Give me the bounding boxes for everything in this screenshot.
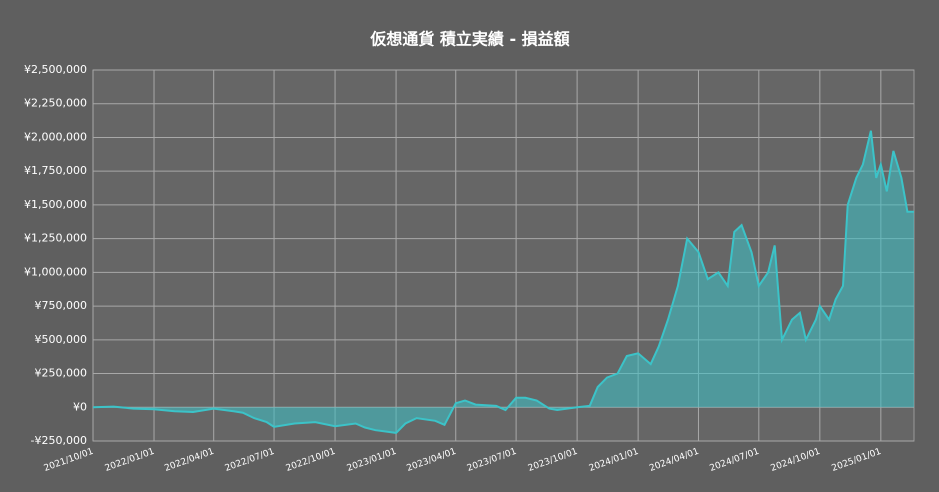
- area-line: [92, 130, 914, 434]
- x-tick-label: 2022/07/01: [224, 447, 276, 474]
- x-tick-label: 2024/04/01: [648, 447, 700, 474]
- y-tick-label: ¥250,000: [35, 367, 88, 380]
- x-tick-label: 2022/01/01: [104, 447, 156, 474]
- x-tick-label: 2023/01/01: [346, 447, 398, 474]
- y-tick-label: ¥1,500,000: [24, 198, 87, 211]
- chart-title: 仮想通貨 積立実績 - 損益額: [369, 30, 569, 49]
- x-tick-label: 2024/01/01: [588, 447, 640, 474]
- y-tick-label: ¥1,750,000: [24, 164, 87, 177]
- area-fill: [93, 130, 914, 433]
- y-tick-label: -¥250,000: [31, 434, 87, 447]
- x-tick-label: 2024/07/01: [709, 447, 761, 474]
- y-tick-label: ¥1,250,000: [24, 232, 87, 245]
- y-tick-label: ¥1,000,000: [24, 265, 87, 278]
- x-tick-label: 2023/04/01: [405, 447, 457, 474]
- x-tick-label: 2021/10/01: [43, 447, 95, 474]
- y-tick-label: ¥750,000: [35, 299, 88, 312]
- x-tick-label: 2023/07/01: [466, 447, 518, 474]
- x-tick-label: 2024/10/01: [770, 447, 822, 474]
- y-tick-label: ¥2,500,000: [24, 63, 87, 76]
- x-tick-label: 2022/04/01: [163, 447, 215, 474]
- x-tick-label: 2023/10/01: [527, 447, 579, 474]
- x-tick-label: 2025/01/01: [831, 447, 883, 474]
- y-tick-label: ¥2,000,000: [24, 130, 87, 143]
- y-tick-label: ¥2,250,000: [24, 97, 87, 110]
- x-tick-label: 2022/10/01: [285, 447, 337, 474]
- y-tick-label: ¥500,000: [35, 333, 88, 346]
- y-tick-label: ¥0: [73, 400, 87, 413]
